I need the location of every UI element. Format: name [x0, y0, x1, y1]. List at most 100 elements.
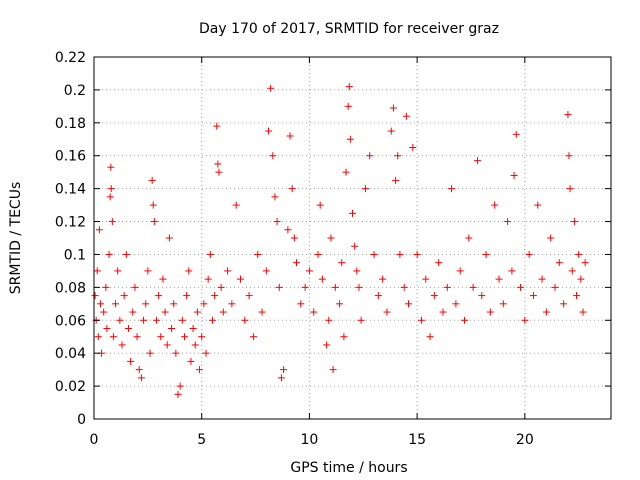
data-point — [118, 341, 126, 349]
data-point — [219, 308, 227, 316]
data-point — [504, 218, 512, 226]
data-point — [245, 292, 253, 300]
data-point — [254, 250, 262, 258]
data-point — [131, 283, 139, 291]
data-point — [345, 83, 353, 91]
data-point — [107, 163, 115, 171]
data-point — [573, 292, 581, 300]
data-point — [534, 201, 542, 209]
data-point — [512, 130, 520, 138]
data-point — [183, 292, 191, 300]
data-point — [439, 308, 447, 316]
data-point — [495, 275, 503, 283]
data-point — [258, 308, 266, 316]
data-point — [551, 283, 559, 291]
data-point — [102, 283, 110, 291]
data-point — [366, 152, 374, 160]
data-point — [286, 132, 294, 140]
data-point — [155, 292, 163, 300]
data-point — [499, 300, 507, 308]
data-point — [413, 250, 421, 258]
data-point — [264, 127, 272, 135]
data-point — [271, 193, 279, 201]
data-point — [149, 201, 157, 209]
data-point — [127, 357, 135, 365]
data-point — [389, 104, 397, 112]
y-tick-label: 0.04 — [55, 346, 86, 362]
data-point — [417, 316, 425, 324]
data-point — [269, 152, 277, 160]
data-point — [124, 325, 132, 332]
data-point — [172, 349, 180, 357]
data-point — [193, 308, 201, 316]
data-point — [214, 160, 222, 168]
data-point — [105, 250, 113, 258]
data-point — [267, 84, 275, 92]
data-point — [344, 102, 352, 110]
data-point — [547, 234, 555, 242]
data-point — [310, 308, 318, 316]
data-point — [435, 259, 443, 267]
data-point — [491, 201, 499, 209]
data-point — [262, 267, 270, 275]
data-point — [215, 168, 223, 176]
data-point — [473, 157, 481, 165]
data-point — [314, 250, 322, 258]
y-axis-label: SRMTID / TECUs — [8, 182, 24, 295]
data-point — [150, 218, 158, 226]
data-point — [187, 357, 195, 365]
data-point — [374, 292, 382, 300]
data-point — [327, 234, 335, 242]
data-point — [349, 209, 356, 217]
y-tick-label: 0.2 — [64, 83, 86, 99]
data-point — [402, 112, 410, 120]
data-point — [129, 308, 137, 316]
y-tick-label: 0.08 — [55, 280, 86, 296]
data-point — [525, 250, 533, 258]
data-point — [204, 275, 212, 283]
data-point — [140, 316, 148, 324]
data-point — [469, 283, 477, 291]
data-point — [241, 316, 249, 324]
data-point — [405, 300, 413, 308]
data-point — [357, 316, 365, 324]
data-point — [122, 250, 130, 258]
data-point — [206, 250, 214, 258]
data-point — [338, 259, 346, 267]
data-point — [224, 267, 232, 275]
data-point — [288, 185, 296, 193]
data-point — [228, 300, 236, 308]
data-point — [517, 283, 525, 291]
grid-layer — [94, 57, 611, 419]
y-tick-label: 0.22 — [55, 50, 86, 66]
points-layer — [91, 83, 589, 398]
tick-layer: 0 0.02 0.04 0.06 0.08 0.1 0.12 0.14 0.16 0.18 0.2 0… — [55, 50, 611, 448]
data-point — [94, 333, 102, 341]
data-point — [93, 267, 101, 275]
data-point — [144, 267, 152, 275]
data-point — [107, 185, 115, 193]
data-point — [370, 250, 378, 258]
data-point — [91, 292, 99, 300]
data-point — [331, 283, 339, 291]
data-point — [106, 193, 114, 201]
y-tick-label: 0.1 — [64, 247, 86, 263]
x-tick-label: 5 — [197, 432, 206, 448]
data-point — [176, 382, 184, 390]
data-point — [448, 185, 456, 193]
data-point — [323, 341, 331, 349]
data-point — [148, 176, 156, 184]
data-point — [213, 122, 221, 130]
plot-frame — [93, 56, 612, 420]
data-point — [168, 325, 176, 332]
x-tick-label: 15 — [408, 432, 426, 448]
data-point — [379, 275, 387, 283]
y-tick-label: 0.16 — [55, 149, 86, 165]
data-point — [361, 185, 369, 193]
data-point — [137, 374, 145, 382]
data-point — [409, 144, 417, 151]
data-point — [452, 300, 460, 308]
data-point — [159, 275, 167, 283]
data-point — [575, 250, 583, 258]
